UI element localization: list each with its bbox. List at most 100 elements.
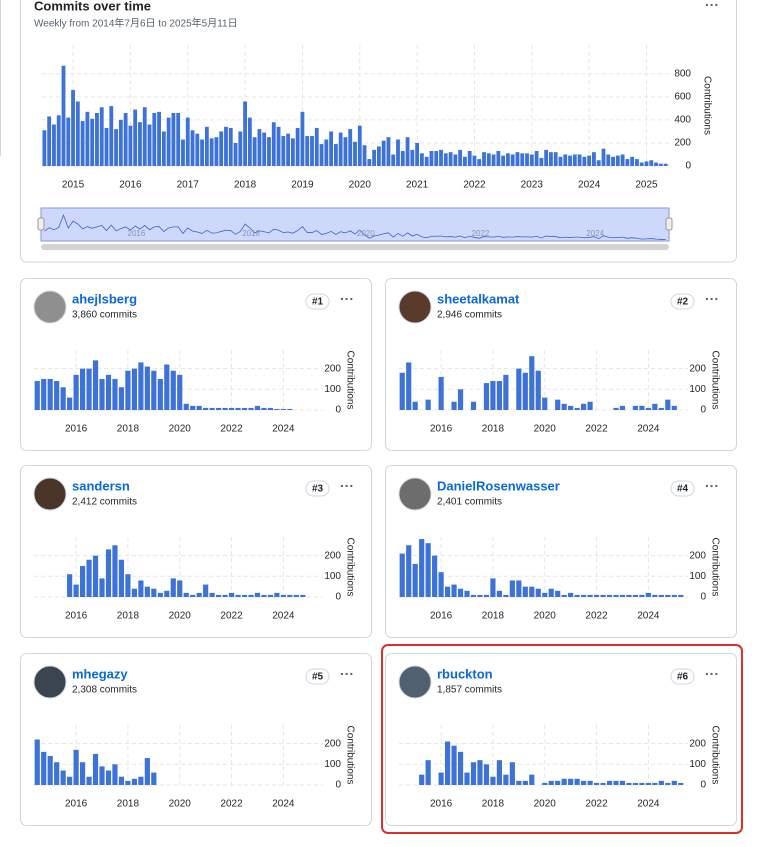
navigator-tick-label: 2024 — [586, 229, 604, 238]
x-tick-label: 2022 — [585, 799, 608, 810]
menu-button[interactable]: ··· — [705, 291, 719, 307]
x-tick-label: 2018 — [234, 180, 257, 191]
bar — [203, 584, 209, 597]
y-tick-label: 200 — [324, 738, 341, 749]
x-tick-label: 2020 — [169, 799, 192, 810]
scrollbar[interactable] — [41, 244, 669, 250]
bar — [47, 116, 52, 166]
bar — [503, 374, 509, 410]
y-tick-label: 200 — [689, 363, 706, 374]
bar — [678, 782, 684, 785]
bar — [491, 154, 496, 166]
bar — [80, 121, 85, 166]
bar — [228, 127, 233, 166]
bar — [555, 780, 561, 785]
bar — [343, 137, 348, 166]
bar — [67, 574, 73, 597]
bar — [118, 776, 125, 785]
bar — [151, 588, 157, 597]
contributor-name[interactable]: DanielRosenwasser — [437, 478, 560, 493]
bar — [314, 127, 319, 166]
bar — [587, 594, 593, 597]
contributor-name[interactable]: rbuckton — [437, 666, 493, 681]
navigator-handle[interactable] — [665, 217, 673, 231]
bar — [613, 594, 619, 597]
y-tick-label: 0 — [335, 405, 341, 416]
bar — [510, 154, 515, 166]
bar — [92, 753, 99, 785]
bar — [125, 574, 131, 597]
bar — [362, 145, 367, 166]
x-tick-label: 2016 — [65, 799, 88, 810]
bar — [451, 401, 457, 410]
bar — [582, 156, 587, 166]
bar — [190, 594, 196, 597]
menu-button[interactable]: ··· — [705, 478, 719, 494]
bar — [34, 381, 40, 410]
bar — [216, 594, 222, 597]
bar — [300, 111, 305, 166]
bar — [639, 405, 645, 410]
bar — [561, 594, 567, 597]
bar — [464, 590, 470, 597]
menu-button[interactable]: ··· — [340, 291, 354, 307]
bar — [587, 401, 593, 410]
bar — [54, 762, 60, 785]
bar — [490, 578, 496, 597]
bar — [652, 403, 658, 410]
bar — [613, 780, 619, 785]
contributor-name[interactable]: sheetalkamat — [437, 291, 520, 306]
menu-button[interactable]: ··· — [340, 478, 354, 494]
rank-badge — [670, 293, 695, 310]
bar — [164, 364, 170, 410]
bar — [425, 760, 431, 785]
bar — [209, 407, 215, 410]
commit-count: 2,412 commits — [72, 497, 137, 508]
bar — [574, 778, 580, 785]
bar — [118, 559, 125, 597]
bar — [419, 539, 425, 597]
bar — [112, 764, 118, 785]
bar — [281, 136, 286, 166]
bar — [112, 545, 118, 597]
bar — [600, 782, 606, 785]
avatar — [33, 477, 67, 511]
bar — [581, 780, 587, 785]
bar — [544, 149, 549, 166]
bar — [501, 155, 506, 166]
bar — [310, 136, 314, 166]
bar — [138, 122, 142, 166]
bar — [592, 152, 596, 166]
menu-button[interactable]: ··· — [705, 666, 719, 682]
bar — [105, 549, 112, 597]
bar — [66, 117, 71, 166]
bar — [138, 580, 144, 597]
bar — [147, 124, 152, 166]
menu-button[interactable]: ··· — [340, 666, 354, 682]
bar — [410, 149, 415, 166]
bar — [561, 778, 567, 785]
contributor-name[interactable]: sandersn — [72, 478, 130, 493]
bar — [606, 780, 613, 785]
bar — [118, 387, 125, 410]
navigator-window[interactable] — [40, 207, 670, 242]
bar — [177, 580, 183, 597]
main-card — [20, 0, 737, 263]
contributor-name[interactable]: ahejlsberg — [72, 291, 137, 306]
bar — [128, 125, 133, 166]
bar — [671, 405, 677, 410]
bar — [542, 592, 548, 597]
menu-button[interactable]: ··· — [705, 0, 719, 13]
bar — [367, 159, 372, 166]
chart-title: Commits over time — [34, 0, 151, 13]
bar — [483, 764, 490, 785]
bar — [274, 408, 280, 410]
bar — [400, 151, 405, 166]
contributor-name[interactable]: mhegazy — [72, 666, 128, 681]
navigator-handle[interactable] — [37, 217, 45, 231]
bar — [654, 162, 658, 166]
bar — [52, 124, 56, 166]
bar — [453, 154, 458, 166]
bar — [509, 580, 515, 597]
bar — [658, 594, 664, 597]
